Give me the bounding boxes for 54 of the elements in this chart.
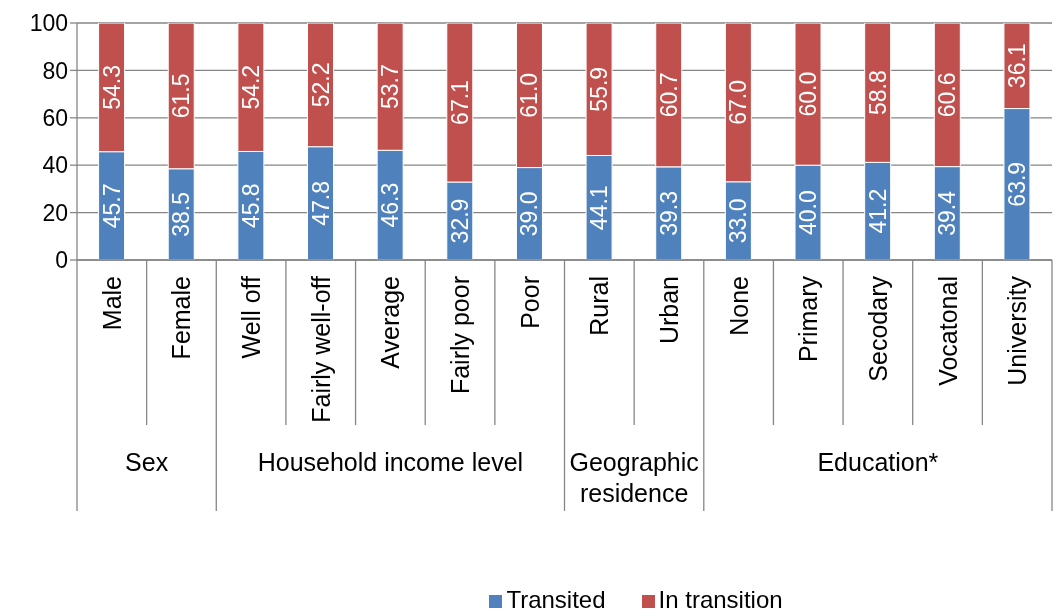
text: Household income level: [257, 448, 524, 476]
legend-label: Transited: [506, 586, 606, 613]
y-tick-label: 80: [42, 57, 68, 84]
x-tick-label: Male: [97, 276, 126, 331]
data-label: 67.1: [446, 80, 473, 125]
y-tick-label: 100: [29, 10, 68, 37]
data-label: 67.0: [725, 80, 752, 125]
data-label: 46.3: [377, 182, 404, 228]
data-label: 44.1: [586, 185, 613, 231]
data-label: 60.6: [934, 72, 961, 118]
data-label: 36.1: [1003, 43, 1030, 89]
data-label: 45.8: [237, 183, 264, 229]
data-label: 53.7: [377, 64, 404, 110]
data-label: 61.5: [168, 73, 195, 119]
data-label: 47.8: [307, 180, 334, 226]
data-label: 32.9: [446, 198, 473, 244]
data-label: 61.0: [516, 72, 543, 118]
x-tick-label: Urban: [654, 276, 683, 345]
x-tick-label: Average: [376, 276, 405, 369]
y-tick-label: 40: [42, 152, 68, 179]
x-tick-label: Primary: [794, 275, 823, 363]
x-tick-label: University: [1003, 275, 1032, 386]
data-label: 60.7: [655, 72, 682, 118]
data-label: 33.0: [725, 198, 752, 244]
x-tick-label: Fairly well-off: [306, 275, 335, 423]
data-label: 54.2: [237, 64, 264, 110]
data-label: 40.0: [795, 190, 822, 235]
data-label: 60.0: [795, 71, 822, 117]
x-tick-label: Rural: [585, 276, 614, 336]
data-label: 58.8: [864, 70, 891, 116]
data-label: 52.2: [307, 62, 334, 108]
x-tick-label: Well off: [237, 275, 266, 359]
legend-label: In transition: [658, 586, 783, 613]
x-tick-label: Poor: [515, 276, 544, 329]
x-tick-label: Vocatonal: [933, 276, 962, 386]
text: Geographic residence: [569, 448, 699, 507]
x-tick-label: None: [724, 276, 753, 336]
x-tick-label: Fairly poor: [446, 276, 475, 395]
x-tick-label: Secodary: [863, 275, 892, 382]
data-label: 39.3: [655, 191, 682, 236]
data-label: 45.7: [98, 183, 125, 229]
data-label: 39.4: [934, 190, 961, 236]
data-label: 41.2: [864, 188, 891, 234]
data-label: 54.3: [98, 64, 125, 110]
y-tick-label: 0: [55, 247, 68, 274]
y-tick-label: 20: [42, 199, 68, 226]
y-tick-label: 60: [42, 104, 68, 131]
data-label: 38.5: [168, 191, 195, 237]
text: Sex: [125, 448, 169, 476]
x-tick-label: Female: [167, 276, 196, 360]
data-label: 39.0: [516, 191, 543, 237]
data-label: 55.9: [586, 66, 613, 112]
data-label: 63.9: [1003, 161, 1030, 207]
text: Education*: [817, 448, 939, 476]
